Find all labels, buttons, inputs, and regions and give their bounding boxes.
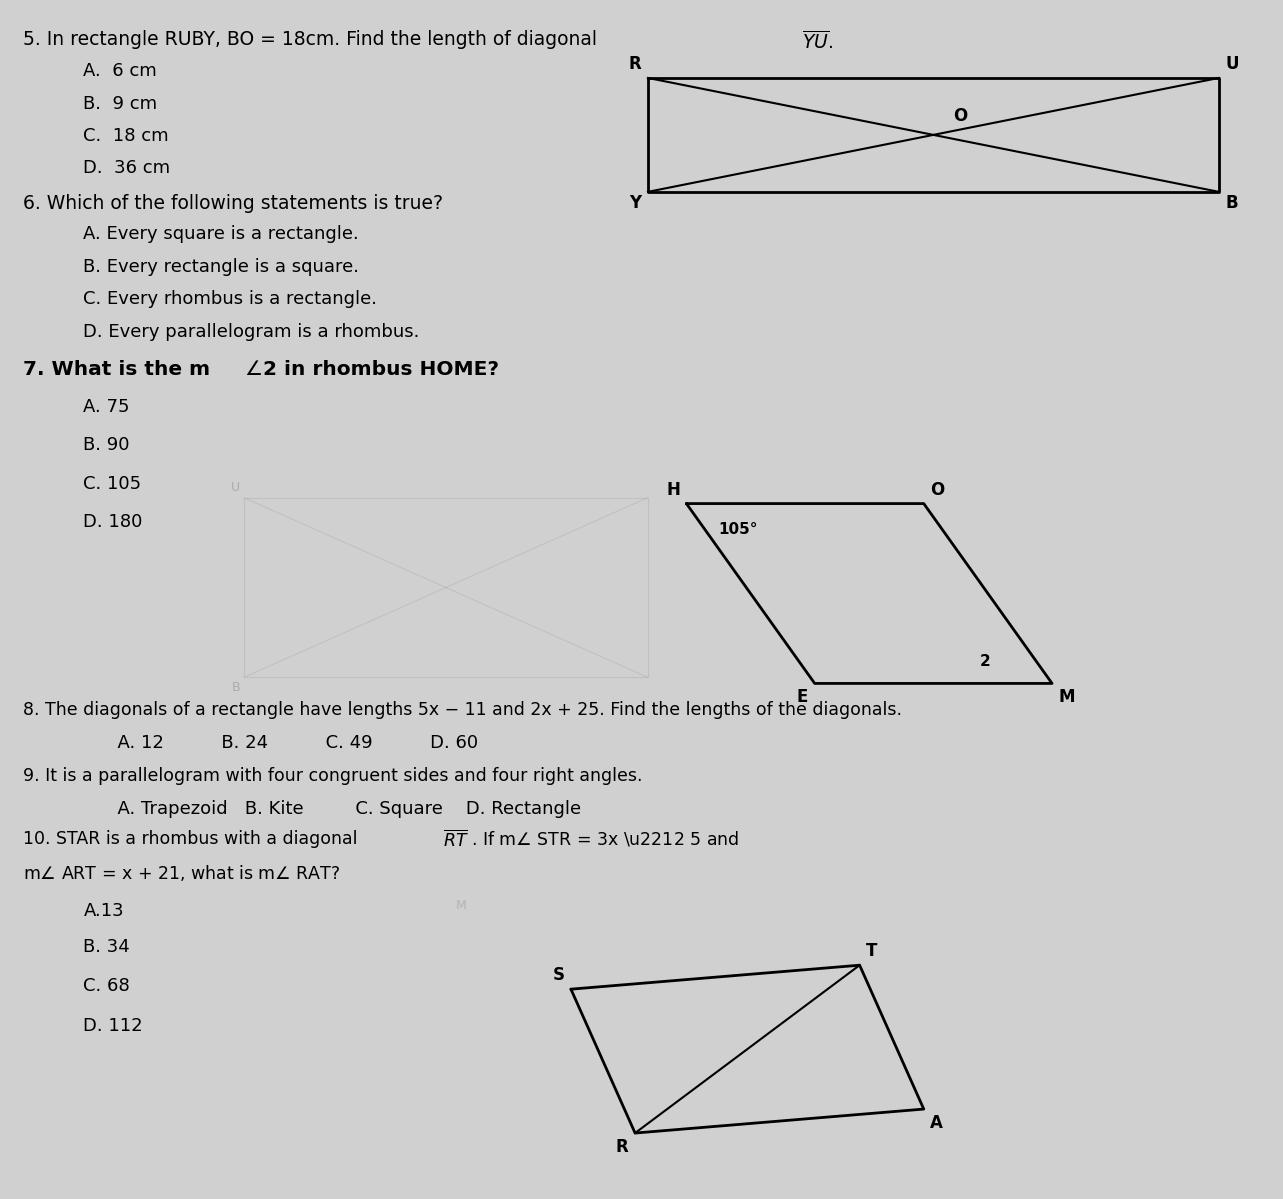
Text: 10. STAR is a rhombus with a diagonal: 10. STAR is a rhombus with a diagonal [23,830,363,848]
Text: A. Every square is a rectangle.: A. Every square is a rectangle. [83,225,359,243]
Text: D. 180: D. 180 [83,513,142,531]
Text: $\overline{YU}$.: $\overline{YU}$. [802,30,833,53]
Text: U: U [231,481,240,494]
Text: . If m$\angle$ STR = 3x \u2212 5 and: . If m$\angle$ STR = 3x \u2212 5 and [471,830,739,849]
Text: R: R [629,55,642,73]
Text: H: H [666,481,680,499]
Text: C.  18 cm: C. 18 cm [83,127,169,145]
Text: C. 105: C. 105 [83,475,141,493]
Text: B: B [231,681,240,694]
Text: $\angle$: $\angle$ [244,360,262,379]
Text: B: B [1225,194,1238,212]
Text: A.  6 cm: A. 6 cm [83,62,157,80]
Text: A. 75: A. 75 [83,398,130,416]
Text: 2: 2 [980,653,990,669]
Text: B. 34: B. 34 [83,938,130,956]
Text: B. Every rectangle is a square.: B. Every rectangle is a square. [83,258,359,276]
Text: 2 in rhombus HOME?: 2 in rhombus HOME? [263,360,499,379]
Text: D. 112: D. 112 [83,1017,142,1035]
Text: D.  36 cm: D. 36 cm [83,159,171,177]
Text: A.13: A.13 [83,902,124,920]
Text: 8. The diagonals of a rectangle have lengths 5x − 11 and 2x + 25. Find the lengt: 8. The diagonals of a rectangle have len… [23,701,902,719]
Text: O: O [952,107,967,126]
Text: T: T [866,942,878,960]
Text: 9. It is a parallelogram with four congruent sides and four right angles.: 9. It is a parallelogram with four congr… [23,767,643,785]
Text: C. Every rhombus is a rectangle.: C. Every rhombus is a rectangle. [83,290,377,308]
Text: A. Trapezoid   B. Kite         C. Square    D. Rectangle: A. Trapezoid B. Kite C. Square D. Rectan… [83,800,581,818]
Text: 105°: 105° [718,522,758,537]
Text: E: E [797,688,808,706]
Text: S: S [553,966,565,984]
Text: m$\angle$ ART = x + 21, what is m$\angle$ RAT?: m$\angle$ ART = x + 21, what is m$\angle… [23,863,340,884]
Text: R: R [616,1138,629,1156]
Text: $\overline{RT}$: $\overline{RT}$ [443,830,468,850]
Text: 6. Which of the following statements is true?: 6. Which of the following statements is … [23,194,443,213]
Text: M: M [1058,688,1075,706]
Text: Y: Y [630,194,642,212]
Text: A. 12          B. 24          C. 49          D. 60: A. 12 B. 24 C. 49 D. 60 [83,734,479,752]
Text: 5. In rectangle RUBY, BO = 18cm. Find the length of diagonal: 5. In rectangle RUBY, BO = 18cm. Find th… [23,30,603,49]
Text: U: U [1225,55,1239,73]
Text: D. Every parallelogram is a rhombus.: D. Every parallelogram is a rhombus. [83,323,420,341]
Text: B.  9 cm: B. 9 cm [83,95,158,113]
Text: B. 90: B. 90 [83,436,130,454]
Text: A: A [930,1114,943,1132]
Text: 7. What is the m: 7. What is the m [23,360,210,379]
Text: M: M [455,899,466,912]
Text: C. 68: C. 68 [83,977,130,995]
Text: O: O [930,481,944,499]
